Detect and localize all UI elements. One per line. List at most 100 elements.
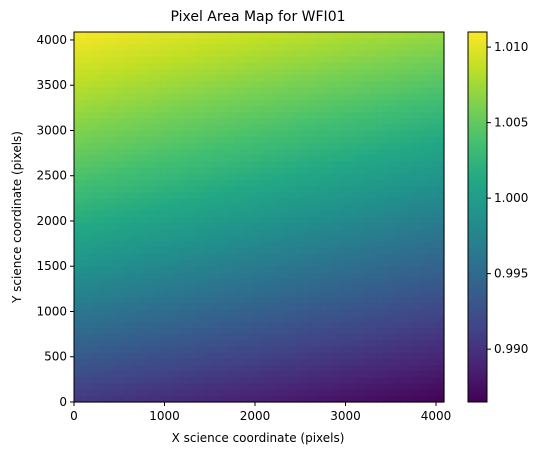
heatmap-cell — [209, 229, 217, 237]
heatmap-cell — [135, 93, 143, 101]
heatmap-cell — [320, 328, 328, 335]
heatmap-cell — [437, 223, 445, 230]
heatmap-cell — [246, 118, 254, 126]
heatmap-cell — [345, 130, 353, 138]
heatmap-cell — [117, 118, 124, 126]
heatmap-cell — [357, 56, 365, 64]
heatmap-cell — [302, 272, 309, 280]
heatmap-cell — [314, 62, 322, 70]
heatmap-cell — [259, 180, 266, 187]
heatmap-cell — [160, 395, 168, 403]
heatmap-cell — [351, 106, 359, 113]
heatmap-cell — [80, 309, 87, 317]
y-tick-label: 3000 — [36, 123, 67, 137]
heatmap-cell — [302, 167, 309, 175]
heatmap-cell — [111, 210, 118, 218]
heatmap-cell — [437, 112, 445, 119]
heatmap-cell — [363, 136, 371, 144]
heatmap-cell — [419, 241, 427, 249]
heatmap-cell — [345, 266, 353, 274]
heatmap-cell — [178, 112, 186, 119]
heatmap-cell — [407, 106, 414, 113]
heatmap-cell — [425, 50, 433, 58]
heatmap-cell — [400, 149, 408, 156]
heatmap-cell — [197, 266, 205, 274]
heatmap-cell — [339, 87, 346, 95]
heatmap-cell — [172, 247, 180, 255]
heatmap-cell — [141, 260, 149, 267]
heatmap-cell — [320, 229, 328, 237]
heatmap-cell — [437, 315, 445, 323]
heatmap-cell — [363, 99, 371, 107]
heatmap-cell — [413, 186, 420, 193]
heatmap-cell — [191, 223, 198, 230]
heatmap-cell — [129, 75, 137, 82]
heatmap-cell — [228, 112, 235, 119]
heatmap-cell — [265, 389, 272, 397]
heatmap-cell — [363, 278, 371, 286]
heatmap-cell — [191, 321, 198, 329]
heatmap-cell — [154, 334, 161, 341]
heatmap-cell — [357, 383, 365, 391]
heatmap-cell — [203, 377, 211, 385]
heatmap-cell — [215, 93, 223, 101]
heatmap-cell — [197, 210, 205, 218]
heatmap-cell — [111, 81, 118, 89]
heatmap-cell — [308, 99, 316, 107]
heatmap-cell — [240, 340, 248, 348]
heatmap-cell — [178, 75, 186, 82]
heatmap-cell — [289, 155, 297, 163]
heatmap-cell — [166, 371, 174, 378]
heatmap-cell — [283, 62, 291, 70]
heatmap-cell — [283, 192, 291, 200]
heatmap-cell — [259, 235, 266, 243]
heatmap-cell — [351, 340, 359, 348]
heatmap-cell — [382, 346, 390, 354]
heatmap-cell — [86, 32, 94, 39]
heatmap-cell — [302, 198, 309, 206]
heatmap-cell — [234, 180, 242, 187]
heatmap-cell — [437, 155, 445, 163]
heatmap-cell — [370, 161, 377, 169]
heatmap-cell — [333, 75, 340, 82]
heatmap-cell — [240, 87, 248, 95]
heatmap-cell — [123, 297, 131, 304]
heatmap-cell — [234, 284, 242, 292]
heatmap-cell — [333, 371, 340, 378]
heatmap-cell — [302, 266, 309, 274]
heatmap-cell — [215, 328, 223, 335]
heatmap-cell — [425, 143, 433, 150]
heatmap-cell — [363, 192, 371, 200]
heatmap-cell — [357, 143, 365, 150]
heatmap-cell — [129, 278, 137, 286]
heatmap-cell — [228, 118, 235, 126]
heatmap-cell — [419, 321, 427, 329]
heatmap-cell — [215, 321, 223, 329]
heatmap-cell — [154, 93, 161, 101]
colorbar-tick-label: 0.995 — [494, 267, 528, 281]
heatmap-cell — [277, 81, 285, 89]
heatmap-cell — [215, 346, 223, 354]
heatmap-cell — [160, 143, 168, 150]
heatmap-cell — [425, 93, 433, 101]
heatmap-cell — [252, 87, 260, 95]
heatmap-cell — [271, 161, 279, 169]
heatmap-cell — [431, 229, 439, 237]
heatmap-cell — [376, 87, 383, 95]
heatmap-cell — [370, 223, 377, 230]
heatmap-cell — [283, 377, 291, 385]
heatmap-cell — [259, 260, 266, 267]
heatmap-cell — [172, 186, 180, 193]
heatmap-cell — [135, 62, 143, 70]
heatmap-cell — [376, 291, 383, 298]
heatmap-cell — [388, 365, 396, 372]
heatmap-cell — [431, 340, 439, 348]
heatmap-cell — [314, 173, 322, 181]
heatmap-cell — [314, 38, 322, 45]
heatmap-cell — [302, 192, 309, 200]
heatmap-cell — [431, 99, 439, 107]
heatmap-cell — [209, 124, 217, 132]
heatmap-cell — [160, 272, 168, 280]
heatmap-cell — [302, 278, 309, 286]
heatmap-cell — [166, 136, 174, 144]
